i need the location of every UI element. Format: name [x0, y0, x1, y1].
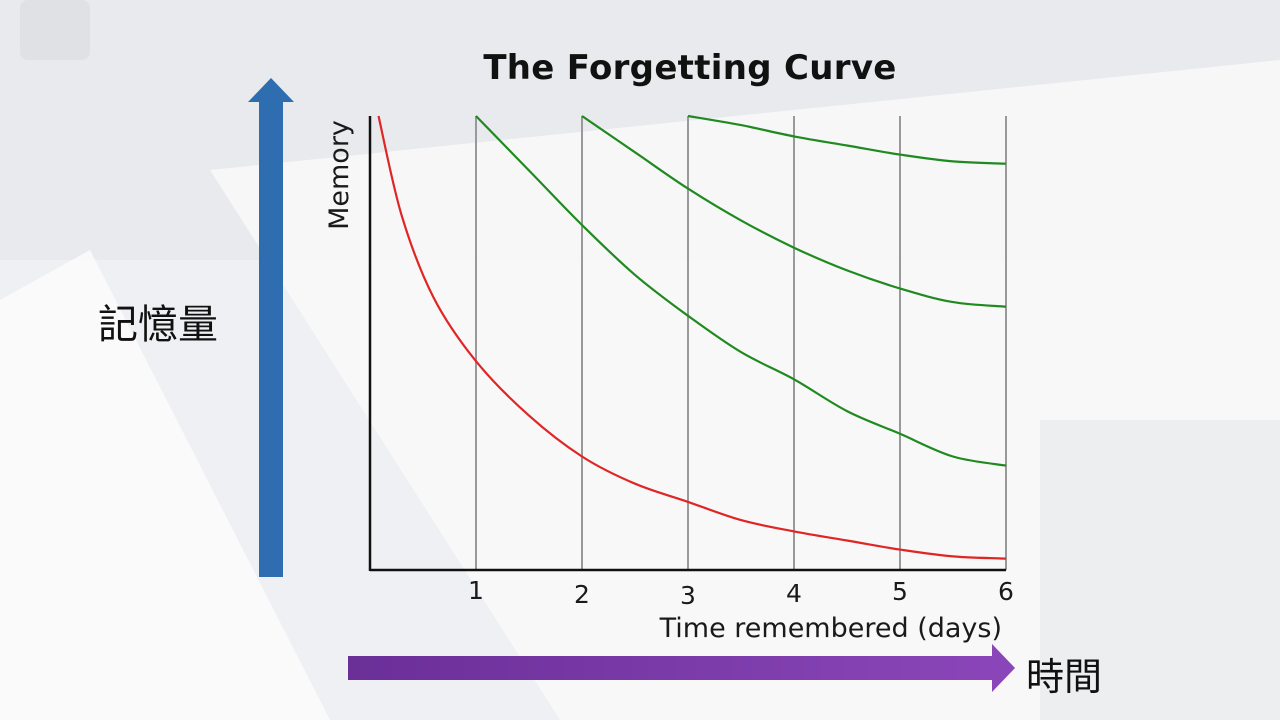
memory-amount-label: 記憶量 [98, 302, 218, 348]
gridlines [475, 116, 1007, 570]
chart-title: The Forgetting Curve [483, 48, 897, 88]
x-tick-label-6: 6 [998, 577, 1014, 606]
review-curve-line-2 [581, 115, 1007, 308]
x-tick-label-2: 2 [574, 580, 590, 609]
x-tick-label-5: 5 [892, 577, 908, 606]
chart-axes [368, 116, 1006, 572]
review-curve-line-1 [475, 115, 1007, 467]
x-axis-label: Time remembered (days) [659, 613, 1002, 644]
forgetting-curve-line [377, 115, 1007, 560]
x-tick-labels: 1 2 3 4 5 6 [468, 576, 1014, 610]
review-curve-line-3 [687, 114, 1007, 165]
y-axis-label: Memory [324, 120, 355, 230]
x-tick-label-3: 3 [680, 581, 696, 610]
x-tick-label-4: 4 [786, 579, 802, 608]
time-label: 時間 [1026, 655, 1103, 699]
x-tick-label-1: 1 [468, 576, 484, 605]
chart-series [377, 114, 1007, 560]
